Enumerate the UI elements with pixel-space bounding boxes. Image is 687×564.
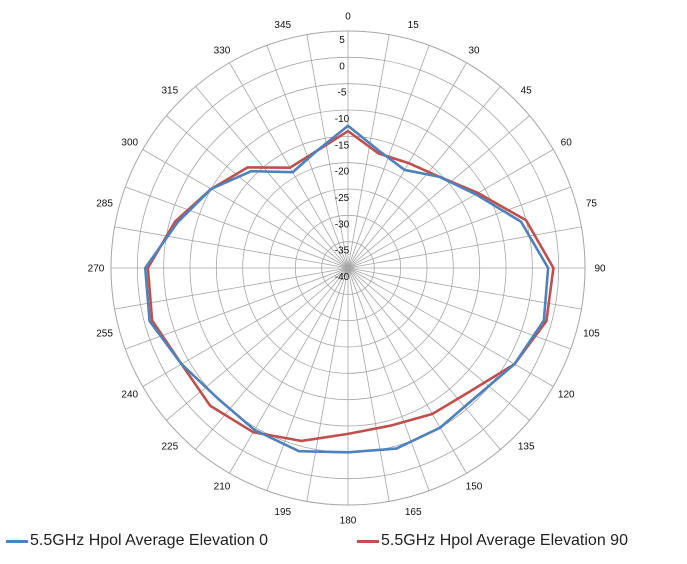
grid-spoke	[347, 226, 582, 269]
grid-spoke	[347, 267, 467, 474]
radial-tick-label: -40	[335, 272, 350, 283]
angle-tick-label: 180	[340, 516, 357, 527]
radial-tick-label: 5	[339, 35, 345, 46]
angle-tick-label: 135	[518, 442, 535, 453]
angle-tick-label: 210	[214, 482, 231, 493]
radial-tick-label: -35	[335, 246, 350, 257]
angle-tick-label: 255	[96, 329, 113, 340]
angle-tick-label: 270	[88, 264, 105, 275]
grid-spoke	[347, 267, 501, 450]
angle-tick-label: 30	[468, 45, 480, 56]
angle-tick-label: 75	[586, 198, 598, 209]
grid-spoke	[195, 267, 349, 450]
angle-tick-labels: 0 15 30 45 60 75 90 105 120 135 150 165 180 195 210 225…	[88, 12, 606, 527]
radial-tick-label: -20	[335, 167, 350, 178]
angle-tick-label: 105	[583, 329, 600, 340]
radial-tick-label: -5	[338, 88, 347, 99]
grid-spoke	[166, 115, 349, 269]
legend-swatch-elevation-90	[357, 539, 379, 543]
angle-tick-label: 0	[345, 12, 351, 23]
grid-spoke	[347, 267, 554, 387]
grid-spoke	[195, 86, 349, 269]
series-layer	[143, 124, 555, 454]
grid-spoke	[306, 267, 349, 502]
grid-spoke	[229, 62, 349, 269]
grid-spoke	[347, 267, 430, 491]
grid-spoke	[347, 267, 530, 421]
grid-spoke	[347, 62, 467, 269]
radial-tick-label: -10	[335, 114, 350, 125]
radial-tick-labels: 5 0 -5 -10 -15 -20 -25 -30 -35 -40	[335, 35, 350, 283]
grid-spoke	[347, 115, 530, 269]
grid-spoke	[347, 267, 582, 310]
angle-tick-label: 225	[161, 442, 178, 453]
angle-tick-label: 195	[274, 507, 291, 518]
angle-tick-label: 150	[466, 482, 483, 493]
angle-tick-label: 315	[161, 85, 178, 96]
legend-swatch-elevation-0	[6, 539, 28, 543]
radial-tick-label: -15	[335, 140, 350, 151]
grid-spoke	[114, 226, 349, 269]
angle-tick-label: 330	[214, 45, 231, 56]
series-line-elevation-0	[143, 124, 550, 454]
grid-spoke	[125, 186, 349, 269]
grid-spoke	[142, 149, 349, 269]
grid-spoke	[266, 267, 349, 491]
angle-tick-label: 345	[274, 20, 291, 31]
radial-tick-label: -25	[335, 193, 350, 204]
radial-tick-label: -30	[335, 219, 350, 230]
angle-tick-label: 300	[121, 138, 138, 149]
angle-tick-label: 240	[121, 390, 138, 401]
angle-tick-label: 285	[96, 198, 113, 209]
legend-label-elevation-90: 5.5GHz Hpol Average Elevation 90	[381, 532, 628, 549]
grid-spoke	[347, 34, 390, 269]
grid-spoke	[229, 267, 349, 474]
grid-spoke	[347, 186, 571, 269]
legend-label-elevation-0: 5.5GHz Hpol Average Elevation 0	[30, 532, 269, 549]
angle-tick-label: 45	[521, 85, 533, 96]
grid-spoke	[142, 267, 349, 387]
angle-tick-label: 90	[594, 264, 606, 275]
legend-item-elevation-90: 5.5GHz Hpol Average Elevation 90	[357, 532, 628, 550]
angle-tick-label: 15	[408, 20, 420, 31]
legend-item-elevation-0: 5.5GHz Hpol Average Elevation 0	[6, 532, 268, 550]
series-line-elevation-90	[146, 129, 555, 443]
grid-spoke	[347, 86, 501, 269]
angle-tick-label: 165	[405, 507, 422, 518]
legend: 5.5GHz Hpol Average Elevation 0 5.5GHz H…	[0, 532, 687, 560]
angle-tick-label: 60	[561, 138, 573, 149]
grid-spoke	[114, 267, 349, 310]
grid-spoke	[306, 34, 349, 269]
grid-spoke	[347, 149, 554, 269]
grid-spoke	[347, 267, 390, 502]
radial-tick-label: 0	[339, 61, 345, 72]
angle-tick-label: 120	[558, 390, 575, 401]
grid-spoke	[166, 267, 349, 421]
